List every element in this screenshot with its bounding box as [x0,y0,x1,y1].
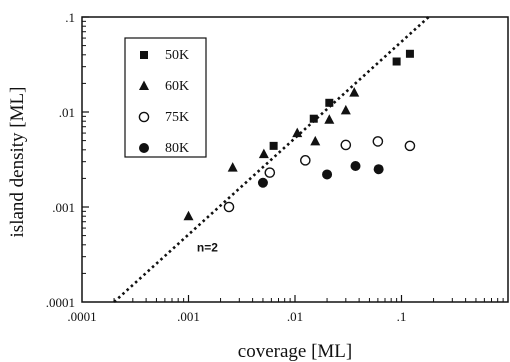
x-tick-label: .1 [397,309,407,324]
data-point-75k [340,139,352,151]
legend-label-60k: 60K [165,79,189,94]
legend-marker-80k [139,143,149,153]
data-point-60k [324,114,335,124]
data-point-60k [292,127,303,138]
legend-label-50k: 50K [165,48,189,63]
data-point-75k [300,155,311,166]
legend-marker-50k [140,51,148,59]
data-point-50k [405,49,414,58]
x-tick-label: .01 [287,309,303,324]
legend-markers [138,51,150,153]
data-point-60k [183,210,194,221]
data-point-50k [269,141,278,150]
slope-annotation: n=2 [197,241,218,255]
data-point-60k [349,87,360,97]
legend: 50K 60K 75K 80K [124,37,207,158]
data-point-80k [373,164,384,175]
y-tick-label: .001 [52,200,75,215]
data-point-50k [309,114,318,123]
data-point-80k [350,161,361,172]
data-point-60k [227,162,238,172]
y-tick-label: .0001 [46,295,75,310]
data-point-50k [325,98,334,107]
data-point-60k [258,148,269,159]
legend-label-75k: 75K [165,110,189,125]
y-axis-title: island density [ML] [7,87,28,238]
x-axis-title: coverage [ML] [238,341,352,362]
x-tick-label: .0001 [67,309,96,324]
data-point-60k [310,135,321,146]
legend-label-80k: 80K [165,141,189,156]
reference-line-n2 [113,16,430,303]
data-point-80k [257,177,268,188]
ticks-layer: .0001 .001 .01 .1 .0001 .001 .01 .1 [46,10,504,324]
y-tick-label: .01 [59,105,75,120]
data-point-75k [264,167,276,178]
legend-marker-75k [138,111,150,123]
y-tick-label: .1 [65,10,75,25]
data-point-60k [340,104,351,115]
data-point-75k [372,136,384,147]
x-tick-label: .001 [177,309,200,324]
data-points-layer [183,49,416,221]
data-point-80k [322,169,333,180]
data-point-50k [392,57,401,66]
data-point-75k [404,140,416,152]
data-point-75k [223,201,235,213]
legend-box [124,37,207,158]
legend-marker-60k [139,80,149,90]
